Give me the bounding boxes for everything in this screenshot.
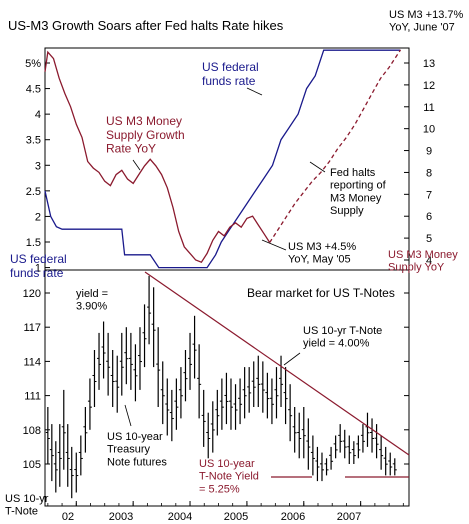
bottom-left-tick-label: 117 bbox=[23, 322, 41, 334]
annotations: US M3 +13.7% YoY, June '07 US federal funds… bbox=[5, 9, 464, 518]
annotation-yield-high: yield = 3.90% bbox=[76, 288, 108, 313]
x-tick-label: 2007 bbox=[337, 511, 361, 523]
annotation-fed-funds: US federal funds rate bbox=[202, 60, 259, 88]
top-left-axis-ticks: 5% 4.5 4 3.5 3 2.5 2 1.5 1 bbox=[25, 58, 50, 275]
annotation-futures: US 10-year Treasury Note futures bbox=[107, 431, 167, 468]
x-tick-label: 2006 bbox=[281, 511, 305, 523]
x-tick-label: 2005 bbox=[224, 511, 248, 523]
top-series-lines bbox=[44, 49, 402, 269]
top-left-tick-label: 4 bbox=[35, 109, 41, 121]
top-left-tick-label: 4.5 bbox=[26, 84, 41, 96]
bottom-panel-frame bbox=[44, 269, 410, 507]
top-right-tick-label: 5 bbox=[426, 233, 432, 245]
pointer-fed-funds bbox=[246, 87, 263, 96]
top-title: US-M3 Growth Soars after Fed halts Rate … bbox=[8, 18, 284, 33]
pointer-m3-low bbox=[261, 239, 287, 251]
annotation-fed-halts: Fed halts reporting of M3 Money Supply bbox=[330, 167, 387, 217]
x-tick-label: 2004 bbox=[168, 511, 192, 523]
bottom-left-tick-label: 108 bbox=[23, 425, 41, 437]
top-left-tick-label: 2 bbox=[35, 211, 41, 223]
pointer-futures bbox=[124, 404, 132, 427]
annotation-bottom-left: US 10-yr T-Note bbox=[5, 493, 49, 518]
x-tick-label: 02 bbox=[62, 511, 74, 523]
annotation-yield-low: US 10-year T-Note Yield = 5.25% bbox=[199, 458, 259, 495]
annotation-m3-high: US M3 +13.7% YoY, June '07 bbox=[389, 9, 464, 34]
top-right-tick-label: 10 bbox=[423, 124, 435, 136]
top-left-tick-label: 5% bbox=[25, 58, 41, 70]
top-right-axis-ticks: 13 12 11 10 9 8 7 6 5 4 bbox=[404, 58, 435, 267]
legend-m3-supply: US M3 Money Supply YoY bbox=[388, 249, 458, 274]
x-tick-label: 2003 bbox=[109, 511, 133, 523]
top-right-tick-label: 12 bbox=[423, 80, 435, 92]
bottom-left-tick-label: 105 bbox=[23, 459, 41, 471]
top-left-tick-label: 3.5 bbox=[26, 135, 41, 147]
bottom-left-tick-label: 120 bbox=[23, 288, 41, 300]
bottom-x-axis-ticks: 02 2003 2004 2005 2006 2007 bbox=[47, 501, 404, 523]
top-right-tick-label: 6 bbox=[426, 211, 432, 223]
bottom-left-tick-label: 114 bbox=[23, 356, 41, 368]
m3-growth-line bbox=[44, 50, 271, 263]
bottom-ohlc-bars bbox=[45, 275, 397, 499]
annotation-yield-mid: US 10-yr T-Note yield = 4.00% bbox=[303, 325, 382, 350]
top-right-tick-label: 8 bbox=[426, 167, 432, 179]
pointer-fed-halts bbox=[309, 161, 326, 173]
top-right-tick-label: 9 bbox=[426, 146, 432, 158]
annotation-m3-growth: US M3 Money Supply Growth Rate YoY bbox=[106, 114, 185, 156]
top-left-tick-label: 3 bbox=[35, 160, 41, 172]
annotation-m3-low: US M3 +4.5% YoY, May '05 bbox=[288, 241, 356, 266]
bottom-title: Bear market for US T-Notes bbox=[247, 286, 395, 300]
pointer-yield-mid bbox=[283, 352, 301, 366]
top-left-tick-label: 1 bbox=[35, 263, 41, 275]
pointer-m3-growth bbox=[132, 159, 141, 171]
fed-funds-rate-line bbox=[44, 49, 401, 269]
legend-fed-funds: US federal funds rate bbox=[10, 252, 67, 280]
top-right-tick-label: 13 bbox=[423, 58, 435, 70]
top-left-tick-label: 1.5 bbox=[26, 237, 41, 249]
top-right-tick-label: 7 bbox=[426, 189, 432, 201]
bottom-left-axis-ticks: 120 117 114 111 108 105 bbox=[23, 288, 409, 471]
top-left-tick-label: 2.5 bbox=[26, 186, 41, 198]
top-right-tick-label: 11 bbox=[423, 102, 434, 114]
m3-estimated-line bbox=[269, 49, 402, 243]
bottom-left-tick-label: 111 bbox=[24, 391, 41, 403]
bear-trend-line bbox=[144, 271, 410, 456]
top-right-tick-label: 4 bbox=[426, 255, 432, 267]
